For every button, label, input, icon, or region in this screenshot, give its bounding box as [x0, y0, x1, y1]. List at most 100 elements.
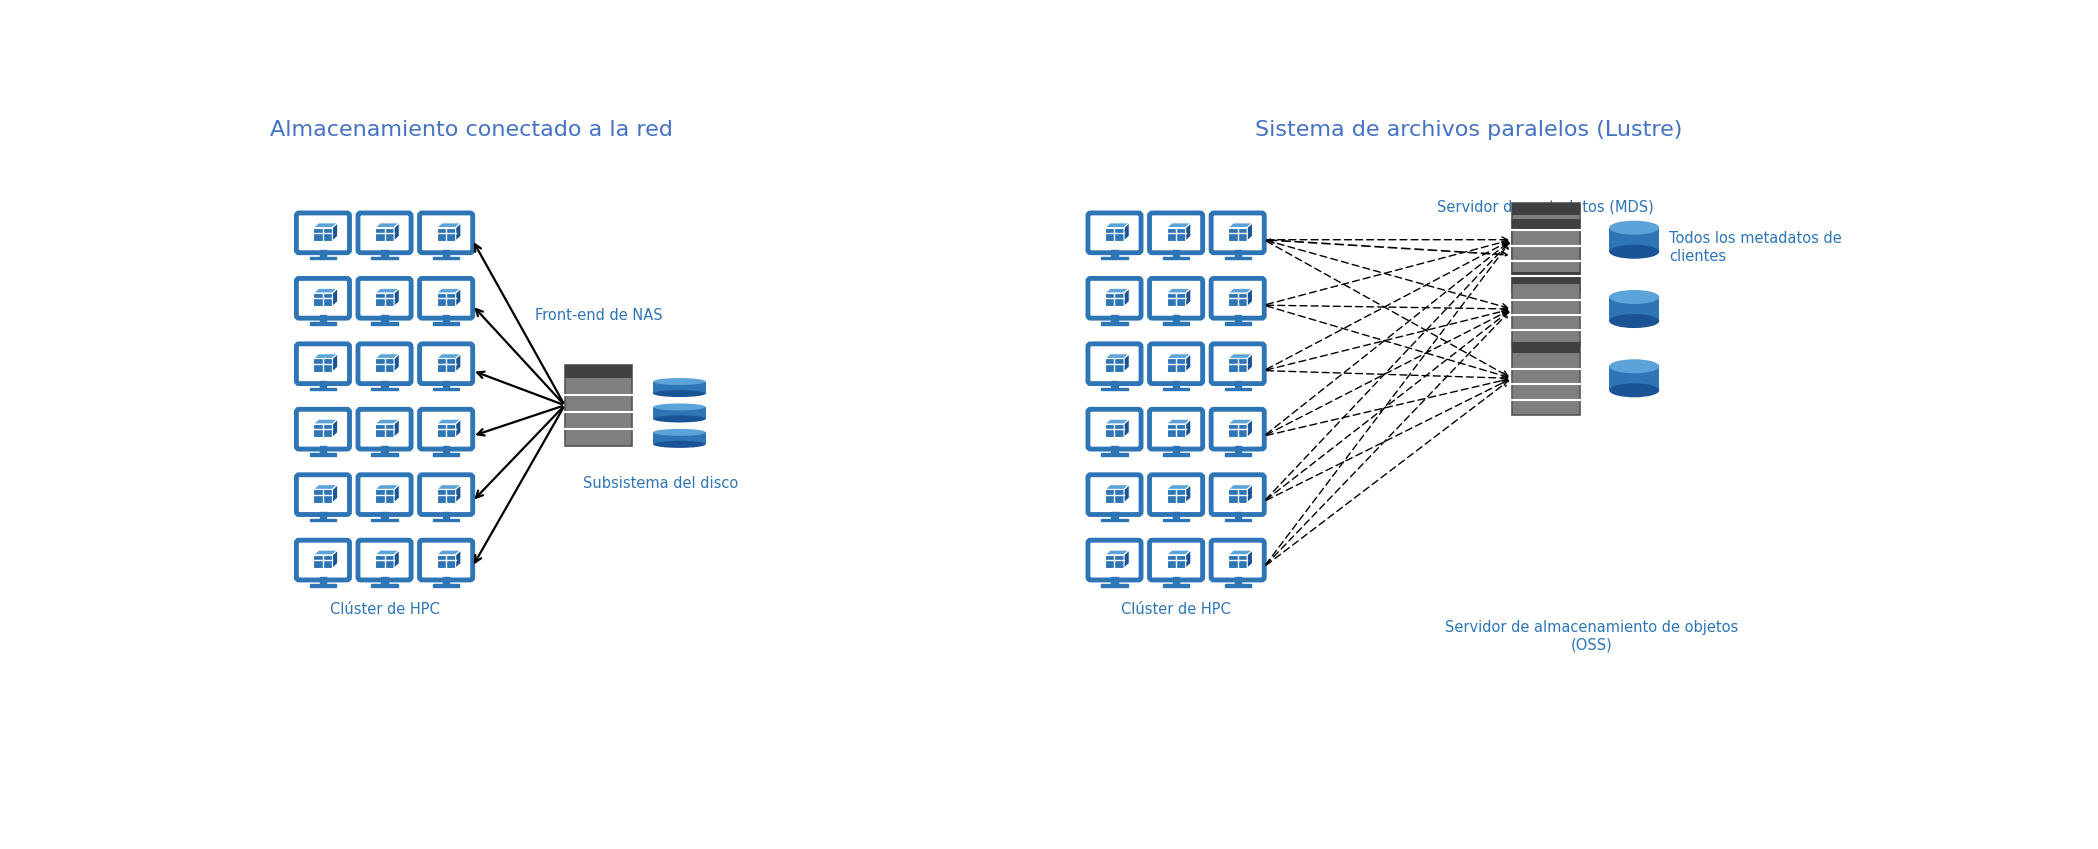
Polygon shape: [1246, 289, 1253, 306]
Text: Servidor de metadatos (MDS): Servidor de metadatos (MDS): [1437, 200, 1653, 215]
Bar: [1101, 322, 1127, 325]
Polygon shape: [1166, 358, 1185, 372]
Polygon shape: [331, 485, 338, 503]
Bar: [311, 519, 336, 521]
Bar: [1609, 366, 1660, 391]
Polygon shape: [331, 354, 338, 372]
Polygon shape: [1166, 424, 1185, 437]
Bar: [371, 584, 399, 587]
Polygon shape: [376, 555, 394, 568]
Bar: [371, 453, 399, 456]
Bar: [1101, 584, 1127, 587]
Bar: [443, 381, 449, 388]
Ellipse shape: [652, 415, 705, 423]
Bar: [1101, 519, 1127, 521]
Polygon shape: [1106, 419, 1129, 424]
Polygon shape: [394, 289, 399, 306]
Polygon shape: [313, 289, 338, 293]
Bar: [319, 447, 325, 453]
Bar: [1173, 381, 1179, 388]
FancyBboxPatch shape: [1089, 409, 1141, 449]
Bar: [1513, 273, 1580, 346]
Polygon shape: [394, 222, 399, 241]
Text: Clúster de HPC: Clúster de HPC: [329, 602, 438, 617]
Polygon shape: [1246, 550, 1253, 568]
Bar: [1101, 256, 1127, 259]
Polygon shape: [455, 289, 462, 306]
Bar: [432, 322, 459, 325]
Ellipse shape: [1609, 383, 1660, 397]
Polygon shape: [313, 354, 338, 358]
Polygon shape: [376, 222, 399, 228]
Bar: [1162, 584, 1190, 587]
FancyBboxPatch shape: [420, 475, 472, 514]
FancyBboxPatch shape: [420, 278, 472, 318]
FancyBboxPatch shape: [420, 540, 472, 580]
Polygon shape: [436, 419, 462, 424]
Polygon shape: [1227, 419, 1253, 424]
Polygon shape: [436, 358, 455, 372]
Bar: [1112, 381, 1118, 388]
Bar: [652, 432, 705, 444]
Bar: [1234, 577, 1240, 584]
Polygon shape: [1185, 289, 1192, 306]
Polygon shape: [1246, 419, 1253, 437]
Polygon shape: [376, 485, 399, 489]
Bar: [564, 365, 631, 378]
Polygon shape: [331, 419, 338, 437]
Text: Sistema de archivos paralelos (Lustre): Sistema de archivos paralelos (Lustre): [1255, 121, 1683, 140]
FancyBboxPatch shape: [1211, 409, 1265, 449]
Polygon shape: [313, 228, 331, 241]
Polygon shape: [1125, 289, 1129, 306]
Polygon shape: [436, 555, 455, 568]
Polygon shape: [455, 354, 462, 372]
Polygon shape: [376, 424, 394, 437]
Bar: [1173, 577, 1179, 584]
Polygon shape: [1227, 228, 1246, 241]
Polygon shape: [376, 489, 394, 503]
Polygon shape: [1106, 485, 1129, 489]
Polygon shape: [313, 550, 338, 555]
Polygon shape: [1246, 354, 1253, 372]
Polygon shape: [1106, 489, 1125, 503]
Polygon shape: [1166, 485, 1192, 489]
Polygon shape: [331, 222, 338, 241]
Ellipse shape: [652, 378, 705, 385]
FancyBboxPatch shape: [359, 278, 411, 318]
Bar: [311, 453, 336, 456]
FancyBboxPatch shape: [1089, 540, 1141, 580]
Polygon shape: [1125, 485, 1129, 503]
Bar: [1513, 342, 1580, 353]
FancyBboxPatch shape: [1150, 344, 1202, 384]
Bar: [1513, 218, 1580, 230]
Bar: [382, 512, 388, 519]
Polygon shape: [436, 424, 455, 437]
Polygon shape: [1166, 489, 1185, 503]
Bar: [1513, 342, 1580, 415]
FancyBboxPatch shape: [1211, 278, 1265, 318]
Polygon shape: [1106, 293, 1125, 306]
Bar: [1112, 512, 1118, 519]
FancyBboxPatch shape: [420, 213, 472, 253]
FancyBboxPatch shape: [359, 344, 411, 384]
FancyBboxPatch shape: [296, 475, 350, 514]
Ellipse shape: [1609, 314, 1660, 328]
Polygon shape: [1227, 354, 1253, 358]
Bar: [1112, 577, 1118, 584]
Polygon shape: [313, 293, 331, 306]
Bar: [1173, 512, 1179, 519]
Bar: [1225, 584, 1250, 587]
Bar: [371, 519, 399, 521]
Bar: [1112, 250, 1118, 256]
Bar: [443, 250, 449, 256]
FancyBboxPatch shape: [1211, 344, 1265, 384]
Bar: [311, 322, 336, 325]
Polygon shape: [436, 228, 455, 241]
Bar: [319, 316, 325, 322]
FancyBboxPatch shape: [420, 344, 472, 384]
Polygon shape: [376, 228, 394, 241]
Polygon shape: [1166, 354, 1192, 358]
Polygon shape: [1125, 419, 1129, 437]
Polygon shape: [1106, 424, 1125, 437]
Polygon shape: [1106, 289, 1129, 293]
